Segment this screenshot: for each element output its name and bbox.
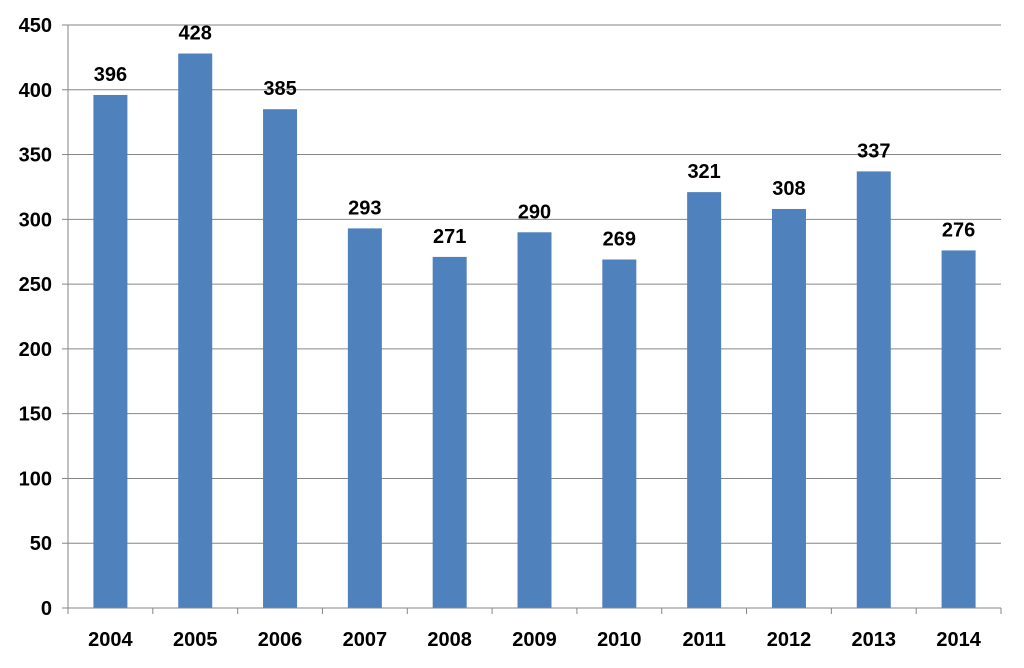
x-tick-label-2013: 2013: [852, 629, 897, 651]
x-tick-label-2011: 2011: [682, 629, 725, 651]
y-tick-label: 250: [19, 274, 52, 296]
x-tick-label-2010: 2010: [597, 629, 642, 651]
y-tick-label: 150: [19, 404, 52, 426]
bars: [93, 53, 976, 609]
x-tick-label-2007: 2007: [343, 629, 388, 651]
bar-2006: [263, 109, 298, 608]
bar-2011: [687, 192, 722, 609]
data-label-2004: 396: [94, 64, 127, 86]
x-tick-label-2008: 2008: [427, 629, 472, 651]
bar-2007: [347, 228, 382, 608]
bar-2004: [93, 94, 128, 608]
data-label-2005: 428: [179, 23, 212, 45]
data-label-2008: 271: [433, 226, 466, 248]
y-tick-label: 400: [19, 80, 52, 102]
x-tick-label-2004: 2004: [88, 629, 133, 651]
y-tick-label: 100: [19, 468, 52, 490]
data-label-2006: 385: [263, 78, 296, 100]
y-tick-label: 200: [19, 339, 52, 361]
bar-2013: [856, 171, 891, 609]
data-label-2009: 290: [518, 201, 551, 223]
data-label-2014: 276: [942, 219, 975, 241]
x-tick-label-2006: 2006: [258, 629, 303, 651]
data-label-2011: 321: [687, 161, 720, 183]
bar-2010: [602, 259, 637, 608]
x-tick-label-2005: 2005: [173, 629, 218, 651]
y-tick-label: 450: [19, 15, 52, 37]
axes: [67, 25, 1001, 609]
x-tick-label-2014: 2014: [936, 629, 981, 651]
data-label-2012: 308: [772, 178, 805, 200]
bar-2012: [771, 208, 806, 609]
y-tick-label: 300: [19, 209, 52, 231]
y-axis-ticks: 0 50 100 150 200 250 300 350 400 450: [19, 15, 68, 620]
data-labels: 396 428 385 293 271 290 269 321 308 337 276: [94, 23, 976, 251]
y-tick-label: 50: [30, 533, 52, 555]
data-label-2007: 293: [348, 197, 381, 219]
y-tick-label: 0: [41, 598, 52, 620]
data-label-2010: 269: [603, 228, 636, 250]
y-tick-label: 350: [19, 145, 52, 167]
data-label-2013: 337: [857, 140, 890, 162]
bar-2009: [517, 232, 552, 609]
x-tick-label-2012: 2012: [767, 629, 812, 651]
x-axis-ticks: 2004 2005 2006 2007 2008 2009 2010 2011 2012 2013…: [67, 608, 1002, 651]
bar-2008: [432, 256, 467, 608]
bar-2005: [178, 53, 213, 609]
bar-2014: [941, 250, 976, 608]
x-tick-label-2009: 2009: [512, 629, 557, 651]
